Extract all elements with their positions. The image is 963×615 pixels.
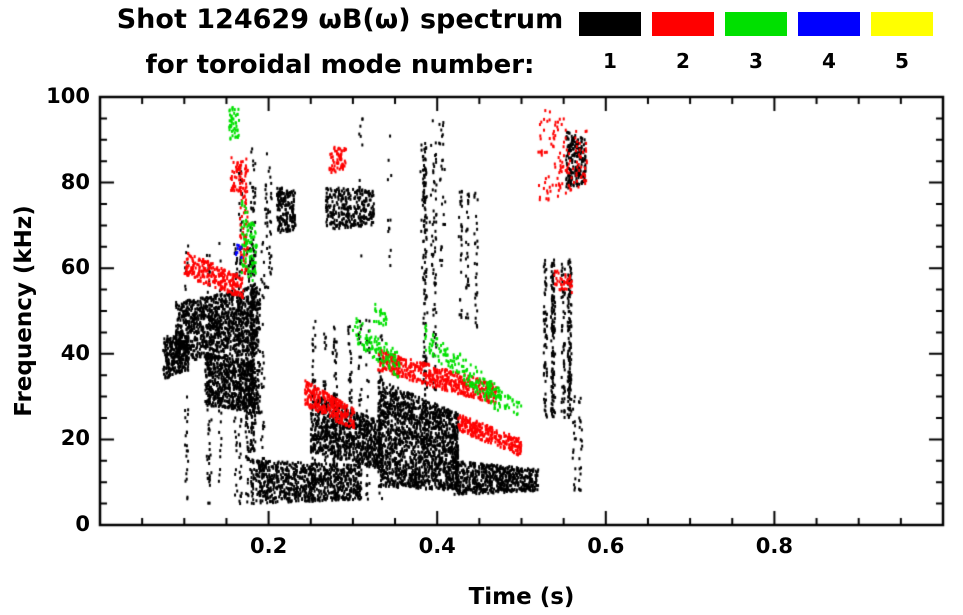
legend-item-mode-1: 1	[578, 12, 642, 73]
x-tick-label: 0.6	[587, 534, 625, 558]
y-axis-label: Frequency (kHz)	[11, 205, 37, 417]
y-tick-label: 20	[60, 426, 90, 451]
y-tick-label: 80	[60, 169, 90, 194]
legend-item-mode-4: 4	[797, 12, 861, 73]
chart-subtitle: for toroidal mode number:	[145, 50, 535, 80]
legend-swatch-mode-3	[725, 12, 787, 36]
y-tick-label: 40	[60, 340, 90, 365]
x-tick-label: 0.4	[418, 534, 456, 558]
legend-label-mode-5: 5	[895, 49, 909, 73]
legend-item-mode-5: 5	[870, 12, 934, 73]
legend-swatch-mode-1	[579, 12, 641, 36]
legend-label-mode-3: 3	[749, 49, 763, 73]
legend-swatch-mode-2	[652, 12, 714, 36]
y-tick-label: 100	[46, 84, 90, 108]
legend-label-mode-2: 2	[676, 49, 690, 73]
legend-item-mode-3: 3	[724, 12, 788, 73]
x-tick-label: 0.8	[755, 534, 793, 558]
legend-item-mode-2: 2	[651, 12, 715, 73]
y-tick-label: 60	[60, 255, 90, 280]
legend-swatch-mode-4	[798, 12, 860, 36]
x-axis-label: Time (s)	[468, 584, 575, 610]
mode-number-legend: 1 2 3 4 5	[578, 12, 934, 73]
x-tick-label: 0.2	[249, 534, 288, 558]
y-tick-label: 0	[75, 512, 90, 536]
legend-swatch-mode-5	[871, 12, 933, 36]
chart-title: Shot 124629 ωB(ω) spectrum	[116, 4, 564, 35]
legend-label-mode-1: 1	[603, 49, 617, 73]
legend-label-mode-4: 4	[822, 49, 836, 73]
